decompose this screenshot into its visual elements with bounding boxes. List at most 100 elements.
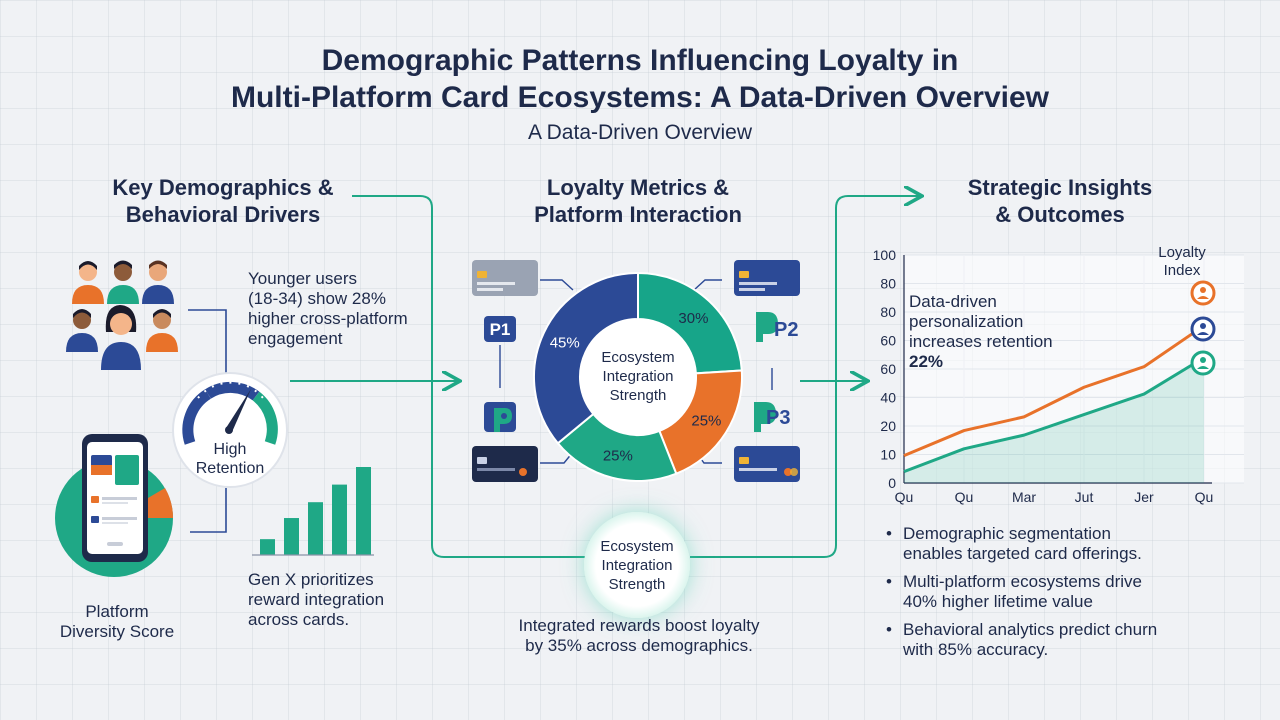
right-heading-line-2: & Outcomes [995,202,1125,227]
y-tick-label: 100 [873,247,897,263]
growth-bar [284,518,299,555]
middle-heading-line-1: Loyalty Metrics & [546,175,730,200]
platform-badge-p3-label: P3 [766,407,790,429]
page-title-line-2: Multi-Platform Card Ecosystems: A Data-D… [230,81,1049,114]
donut-segment-label: 45% [550,335,580,352]
y-tick-label: 40 [880,390,896,406]
middle-heading: Loyalty Metrics & Platform Interaction [488,174,788,228]
younger-users-line-3: higher cross-platform [248,309,408,328]
growth-bar [332,484,347,555]
person-icon [146,309,178,352]
x-tick-label: Mar [1012,489,1036,505]
person-icon [72,261,104,304]
bracket-connector [188,309,227,533]
ecosystem-donut-diagram: P1 P2 P3 30% 25% 25% 45% Ecosystem Integrat… [472,260,800,482]
bullet-1-line-2: enables targeted card offerings. [903,544,1142,563]
bullet-3-line-2: with 85% accuracy. [903,640,1049,659]
series-line [903,356,1205,474]
right-heading-line-1: Strategic Insights [967,175,1153,200]
right-heading: Strategic Insights & Outcomes [910,174,1210,228]
genx-line-2: reward integration [248,590,385,609]
growth-bar [260,539,275,555]
boost-line-1: Integrated rewards boost loyalty [518,616,760,635]
series-line [903,324,1205,458]
platform-diversity-line-2: Diversity Score [59,622,175,641]
annotation-line-3: increases retention [909,332,1053,351]
insights-bullet-list: • Demographic segmentation enables targe… [886,524,1246,660]
credit-card-icon [734,260,800,296]
person-icon [66,309,98,352]
retention-gauge [172,372,288,488]
chart-annotation: Data-driven personalization increases re… [909,292,1109,372]
y-tick-label: 20 [880,418,896,434]
x-tick-label: Jer [1134,489,1154,505]
genx-line-1: Gen X prioritizes [248,570,374,589]
x-tick-label: Qu [895,489,914,505]
chart-series [903,324,1205,474]
donut-segment-label: 25% [603,447,633,464]
platform-badge-p1-label: P1 [490,320,511,339]
integration-glow-label: Ecosystem Integration Strength [584,537,690,594]
x-tick-label: Jut [1075,489,1094,505]
bullet-item: • Multi-platform ecosystems drive 40% hi… [886,572,1246,612]
platform-badge-p1: P1 [484,316,516,342]
donut-center-line-1: Ecosystem [601,349,674,366]
bullet-item: • Behavioral analytics predict churn wit… [886,620,1246,660]
y-tick-label: 80 [880,304,896,320]
bullet-2-line-1: Multi-platform ecosystems drive [903,572,1143,591]
platform-badge-p2: P2 [756,312,798,342]
person-icon [107,260,139,304]
chart-x-ticks: Qu Qu Mar Jut Jer Qu [895,489,1214,505]
person-icon [142,260,174,304]
bar-growth-icon [252,467,374,556]
legend-user-icon-orange [1190,280,1216,306]
platform-badge-p2-label: P2 [774,319,798,341]
legend-label-line-1: Loyalty [1158,244,1206,261]
legend-user-icon-navy [1190,316,1216,342]
platform-badge-p-logo [484,402,516,432]
chart-y-ticks: 0 10 20 40 60 60 80 80 100 [873,247,897,491]
genx-line-3: across cards. [248,610,350,629]
platform-diversity-label: Platform Diversity Score [40,602,194,642]
platform-diversity-phone-icon [55,434,174,577]
boost-line-2: by 35% across demographics. [525,636,753,655]
growth-bar [356,467,371,555]
x-tick-label: Qu [955,489,974,505]
bullet-dot: • [886,620,892,639]
loyalty-line-chart: 0 10 20 40 60 60 80 80 100 Qu Qu Mar Jut Jer Qu Loyal… [873,244,1244,505]
y-tick-label: 0 [888,475,896,491]
legend-label-line-2: Index [1164,262,1201,279]
younger-users-text: Younger users (18-34) show 28% higher cr… [248,269,448,349]
y-tick-label: 60 [880,361,896,377]
gauge-label-line-2: Retention [195,460,265,477]
boost-text: Integrated rewards boost loyalty by 35% … [480,616,798,656]
growth-bar [308,502,323,555]
page-title-line-1: Demographic Patterns Influencing Loyalty… [321,44,959,77]
integration-glow-badge [584,512,690,618]
x-tick-label: Qu [1195,489,1214,505]
middle-heading-line-2: Platform Interaction [534,202,742,227]
left-heading-line-1: Key Demographics & [112,175,334,200]
y-tick-label: 60 [880,333,896,349]
platform-badge-p3: P3 [754,402,790,432]
glow-line-3: Strength [608,576,666,593]
left-heading-line-2: Behavioral Drivers [125,202,321,227]
bullet-item: • Demographic segmentation enables targe… [886,524,1246,564]
gauge-label-line-1: High [213,441,247,458]
glow-line-2: Integration [601,557,673,574]
page-subtitle: A Data-Driven Overview [527,121,753,144]
credit-card-icon [734,446,800,482]
person-icon [101,305,141,370]
younger-users-line-4: engagement [248,329,343,348]
bullet-dot: • [886,572,892,591]
younger-users-line-2: (18-34) show 28% [248,289,386,308]
donut-segments: 30% 25% 25% 45% [533,271,743,482]
annotation-line-1: Data-driven [909,292,997,311]
donut-segment-label: 25% [691,412,721,429]
annotation-line-2: personalization [909,312,1024,331]
y-tick-label: 80 [880,276,896,292]
credit-card-icon [472,260,538,296]
bullet-1-line-1: Demographic segmentation [903,524,1111,543]
gauge-label: High Retention [170,440,290,478]
legend-user-icon-teal [1190,350,1216,376]
